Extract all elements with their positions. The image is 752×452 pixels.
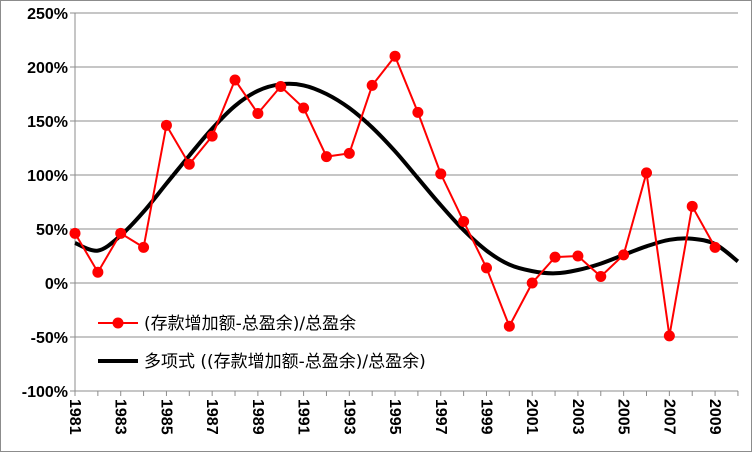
y-tick-label: 250% <box>27 6 68 23</box>
data-point <box>366 79 378 91</box>
x-tick-label: 1999 <box>477 399 494 435</box>
legend-swatch-red-marker <box>112 317 124 329</box>
data-point <box>160 119 172 131</box>
x-tick-label: 1995 <box>386 399 403 435</box>
legend-label-series-1: (存款增加额-总盈余)/总盈余 <box>144 314 356 334</box>
y-axis-tick-labels: -100% -50% 0% 50% 100% 150% 200% 250% <box>22 6 68 401</box>
x-tick-label: 1997 <box>432 399 449 435</box>
legend-label-series-2: 多项式 ((存款增加额-总盈余)/总盈余) <box>144 352 426 372</box>
legend: (存款增加额-总盈余)/总盈余 多项式 ((存款增加额-总盈余)/总盈余) <box>98 314 426 372</box>
y-tick-label: 50% <box>36 222 68 239</box>
data-point <box>572 250 584 262</box>
x-tick-label: 1987 <box>203 399 220 435</box>
data-point <box>595 271 607 283</box>
data-point <box>92 266 104 278</box>
gridlines <box>75 12 738 392</box>
data-point <box>206 130 218 142</box>
data-point <box>458 215 470 227</box>
data-point <box>503 320 515 332</box>
x-tick-label: 2007 <box>660 399 677 435</box>
data-point <box>320 151 332 163</box>
series <box>69 50 740 342</box>
y-tick-label: -100% <box>22 384 68 401</box>
data-point <box>229 74 241 86</box>
x-tick-label: 2009 <box>706 399 723 435</box>
x-tick-label: 2005 <box>615 399 632 435</box>
data-point <box>526 277 538 289</box>
data-point <box>686 200 698 212</box>
axes <box>70 12 739 396</box>
x-tick-label: 1985 <box>157 399 174 435</box>
y-tick-label: 150% <box>27 114 68 131</box>
data-point <box>69 227 81 239</box>
x-axis-tick-labels: 1981 1983 1985 1987 1989 1991 1993 1995 1997 1999… <box>66 399 723 435</box>
data-point <box>412 106 424 118</box>
x-tick-label: 1993 <box>340 399 357 435</box>
data-point <box>252 107 264 119</box>
data-point <box>389 50 401 62</box>
data-point <box>709 241 721 253</box>
data-point <box>183 158 195 170</box>
x-tick-label: 2001 <box>523 399 540 435</box>
data-point <box>663 330 675 342</box>
data-point <box>298 102 310 114</box>
data-point <box>138 241 150 253</box>
data-point <box>480 262 492 274</box>
y-tick-label: 100% <box>27 168 68 185</box>
x-tick-label: 1989 <box>249 399 266 435</box>
data-point <box>549 251 561 263</box>
x-tick-label: 1983 <box>112 399 129 435</box>
data-point <box>115 227 127 239</box>
y-tick-label: 0% <box>45 276 68 293</box>
x-tick-label: 1981 <box>66 399 83 435</box>
data-point <box>275 80 287 92</box>
x-tick-label: 1991 <box>295 399 312 435</box>
y-tick-label: -50% <box>31 330 68 347</box>
y-tick-label: 200% <box>27 60 68 77</box>
data-point <box>343 147 355 159</box>
x-tick-label: 2003 <box>569 399 586 435</box>
data-point <box>618 249 630 261</box>
data-point <box>641 167 652 179</box>
data-point <box>435 168 447 180</box>
